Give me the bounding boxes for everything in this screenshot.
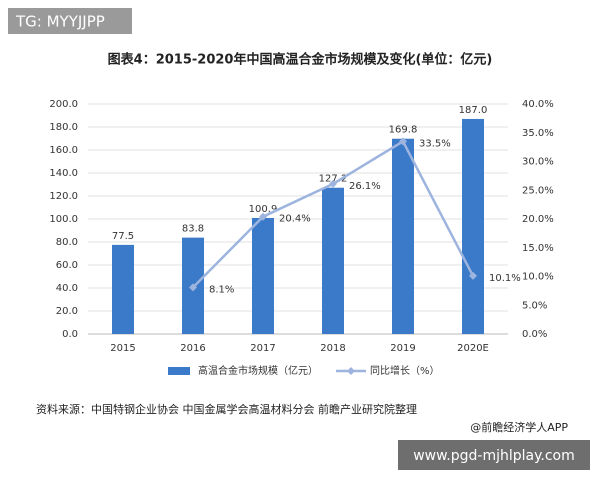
- bar-value-label: 169.8: [389, 125, 418, 136]
- y2-tick-label: 35.0%: [522, 128, 554, 139]
- line-marker: [259, 212, 267, 221]
- bar-value-label: 77.5: [112, 231, 134, 242]
- y-tick-label: 80.0: [56, 237, 78, 248]
- y-tick-label: 200.0: [49, 99, 78, 110]
- x-tick-label: 2015: [110, 343, 135, 354]
- y2-tick-label: 0.0%: [522, 329, 547, 340]
- chart-title: 图表4：2015-2020年中国高温合金市场规模及变化(单位：亿元): [108, 52, 493, 68]
- x-tick-label: 2018: [320, 343, 345, 354]
- y-tick-label: 160.0: [49, 145, 78, 156]
- y2-tick-label: 5.0%: [522, 300, 547, 311]
- line-marker: [469, 271, 477, 280]
- legend-label: 同比增长（%）: [370, 364, 440, 377]
- line-marker: [399, 137, 407, 146]
- watermark: TG: MYYJJPP: [15, 13, 105, 31]
- y2-tick-label: 25.0%: [522, 185, 554, 196]
- bar: [462, 118, 484, 334]
- watermark-box: [8, 8, 132, 34]
- line-value-label: 8.1%: [209, 284, 234, 295]
- line-marker: [189, 283, 197, 292]
- line-value-label: 10.1%: [489, 273, 521, 284]
- legend-marker: [347, 367, 355, 375]
- bar-value-label: 100.9: [249, 204, 278, 215]
- y2-tick-label: 30.0%: [522, 157, 554, 168]
- bar-value-label: 187.0: [459, 105, 488, 116]
- source: 资料来源：中国特钢企业协会 中国金属学会高温材料分会 前瞻产业研究院整理: [36, 402, 417, 416]
- y2-tick-label: 10.0%: [522, 272, 554, 283]
- y-tick-label: 100.0: [49, 214, 78, 225]
- y-tick-label: 180.0: [49, 122, 78, 133]
- x-tick-label: 2017: [250, 343, 275, 354]
- y2-tick-label: 15.0%: [522, 243, 554, 254]
- y-tick-label: 120.0: [49, 191, 78, 202]
- y2-tick-label: 40.0%: [522, 99, 554, 110]
- credit: @前瞻经济学人APP: [470, 420, 568, 434]
- legend-label: 高温合金市场规模（亿元）: [198, 364, 318, 377]
- footer-box: [398, 440, 590, 470]
- bar: [322, 187, 344, 334]
- x-tick-label: 2019: [390, 343, 415, 354]
- bar-value-label: 127.2: [319, 174, 348, 185]
- bar: [112, 244, 134, 334]
- x-tick-label: 2016: [180, 343, 205, 354]
- y-tick-label: 140.0: [49, 168, 78, 179]
- y2-tick-label: 20.0%: [522, 214, 554, 225]
- bar-value-label: 83.8: [182, 224, 204, 235]
- line-value-label: 26.1%: [349, 181, 381, 192]
- line-value-label: 20.4%: [279, 214, 311, 225]
- line-value-label: 33.5%: [419, 138, 451, 149]
- y-tick-label: 0.0: [62, 329, 78, 340]
- legend-swatch: [168, 367, 190, 375]
- y-tick-label: 40.0: [56, 283, 78, 294]
- x-tick-label: 2020E: [457, 343, 489, 354]
- y-tick-label: 20.0: [56, 306, 78, 317]
- footer-url: www.pgd-mjhlplay.com: [413, 448, 575, 464]
- bar: [392, 138, 414, 334]
- y-tick-label: 60.0: [56, 260, 78, 271]
- line-marker: [329, 179, 337, 188]
- bar: [252, 217, 274, 334]
